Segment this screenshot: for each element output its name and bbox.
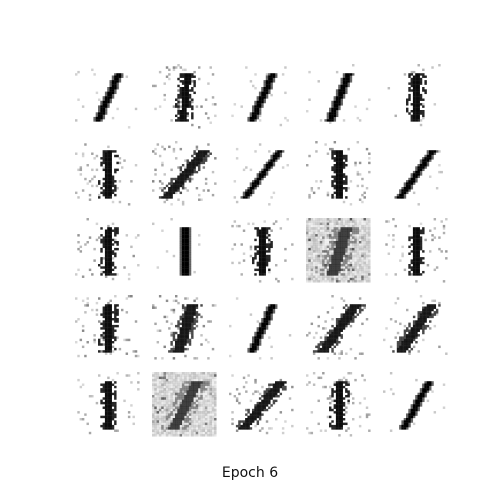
- generated-sample-r2-c5: [394, 150, 443, 206]
- generated-sample-r4-c5: [383, 295, 448, 355]
- generated-sample-r5-c4: [306, 372, 371, 437]
- generated-sample-r5-c3: [229, 374, 294, 435]
- generated-sample-r1-c5: [387, 64, 441, 127]
- generated-sample-r4-c2: [152, 295, 217, 360]
- generated-sample-r1-c4: [306, 64, 371, 124]
- generated-sample-r1-c1: [75, 68, 138, 129]
- generated-sample-r1-c3: [231, 66, 289, 127]
- generated-sample-r4-c4: [306, 295, 369, 360]
- generated-sample-r5-c1: [77, 372, 140, 435]
- generated-sample-r5-c2: [152, 372, 217, 437]
- generated-sample-r3-c5: [385, 218, 448, 283]
- generated-sample-r2-c3: [233, 143, 289, 206]
- generated-sample-r3-c3: [231, 218, 294, 283]
- generated-sample-r1-c2: [152, 64, 217, 129]
- generated-sample-r2-c2: [152, 141, 217, 206]
- generated-sample-r4-c3: [229, 297, 292, 360]
- generated-sample-r4-c1: [75, 295, 140, 358]
- generated-sample-r3-c2: [152, 218, 201, 276]
- generated-sample-r2-c4: [306, 141, 371, 206]
- generated-sample-r2-c1: [75, 143, 138, 206]
- epoch-caption: Epoch 6: [221, 465, 279, 481]
- generated-sample-r5-c5: [383, 372, 446, 432]
- generated-sample-r3-c1: [75, 218, 140, 281]
- generated-sample-r3-c4: [306, 218, 371, 283]
